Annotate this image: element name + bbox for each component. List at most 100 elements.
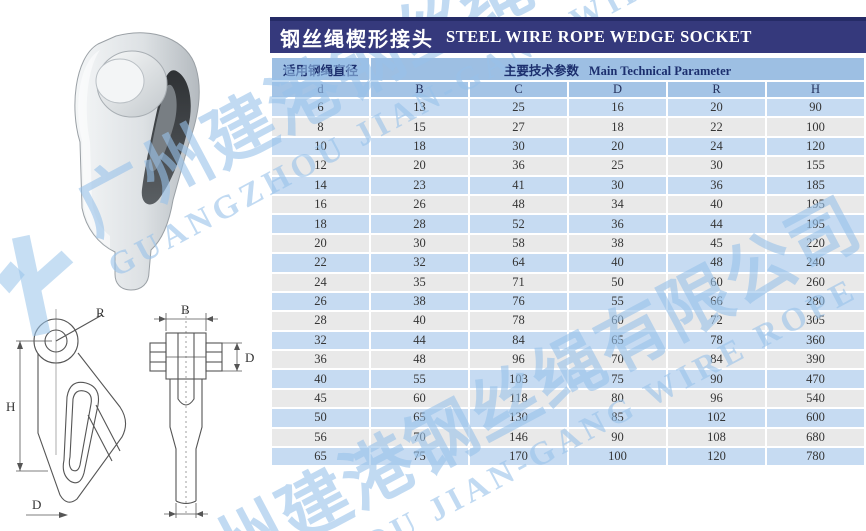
dim-label-d-side: D: [32, 497, 41, 512]
table-row: 20 30 58 38 45 220: [272, 234, 864, 253]
table-cell: 25: [569, 157, 666, 175]
table-cell: 170: [470, 448, 567, 466]
table-cell: 41: [470, 176, 567, 194]
product-photo-wedge-socket: [74, 32, 200, 291]
table-cell: 65: [371, 409, 468, 427]
table-cell: 75: [569, 370, 666, 388]
table-cell: 75: [371, 448, 468, 466]
table-cell: 20: [371, 157, 468, 175]
table-cell: 600: [767, 409, 864, 427]
table-cell: 680: [767, 428, 864, 447]
table-cell: 185: [767, 176, 864, 194]
table-cell: 60: [668, 273, 765, 291]
table-cell: 90: [569, 428, 666, 447]
table-cell: 45: [668, 234, 765, 253]
table-cell: 44: [668, 215, 765, 233]
table-row: 6 13 25 16 20 90: [272, 99, 864, 117]
table-cell: 76: [470, 292, 567, 311]
table-cell: 72: [668, 312, 765, 330]
table-cell: 70: [569, 351, 666, 369]
table-cell: 12: [272, 157, 369, 175]
table-cell: 65: [272, 448, 369, 466]
column-header: H: [767, 82, 864, 97]
table-row: 12 20 36 25 30 155: [272, 157, 864, 175]
table-cell: 96: [470, 351, 567, 369]
table-cell: 120: [668, 448, 765, 466]
table-cell: 50: [272, 409, 369, 427]
table-cell: 36: [272, 351, 369, 369]
table-cell: 260: [767, 273, 864, 291]
table-cell: 14: [272, 176, 369, 194]
table-cell: 16: [569, 99, 666, 117]
table-row: 28 40 78 60 72 305: [272, 312, 864, 330]
table-cell: 90: [767, 99, 864, 117]
table-cell: 15: [371, 118, 468, 136]
header-main-parameters-en: Main Technical Parameter: [588, 63, 732, 78]
column-header: d: [272, 82, 369, 97]
page-title-english: STEEL WIRE ROPE WEDGE SOCKET: [446, 27, 752, 46]
table-cell: 84: [470, 331, 567, 350]
table-cell: 60: [371, 389, 468, 408]
table-cell: 390: [767, 351, 864, 369]
side-outline: [37, 352, 127, 503]
thimble-inner: [68, 390, 92, 472]
table-cell: 44: [371, 331, 468, 350]
table-row: 36 48 96 70 84 390: [272, 351, 864, 369]
table-row: 45 60 118 80 96 540: [272, 389, 864, 408]
table-cell: 108: [668, 428, 765, 447]
table-cell: 32: [272, 331, 369, 350]
table-cell: 55: [569, 292, 666, 311]
socket-wedge: [148, 84, 177, 172]
page-title-chinese: 钢丝绳楔形接头: [280, 28, 434, 51]
table-cell: 84: [668, 351, 765, 369]
table-cell: 36: [470, 157, 567, 175]
table-row: 40 55 103 75 90 470: [272, 370, 864, 388]
table-cell: 130: [470, 409, 567, 427]
table-cell: 26: [371, 195, 468, 214]
table-cell: 28: [272, 312, 369, 330]
table-cell: 26: [272, 292, 369, 311]
table-cell: 52: [470, 215, 567, 233]
table-cell: 30: [470, 137, 567, 156]
table-cell: 780: [767, 448, 864, 466]
group-header-row: 适用钢绳直径 主要技术参数 Main Technical Parameter: [272, 58, 864, 80]
table-row: 24 35 71 50 60 260: [272, 273, 864, 291]
table-cell: 90: [668, 370, 765, 388]
table-cell: 22: [272, 254, 369, 272]
table-cell: 40: [371, 312, 468, 330]
column-header: R: [668, 82, 765, 97]
table-cell: 18: [272, 215, 369, 233]
table-cell: 28: [371, 215, 468, 233]
table-cell: 34: [569, 195, 666, 214]
table-cell: 195: [767, 195, 864, 214]
table-row: 26 38 76 55 66 280: [272, 292, 864, 311]
table-cell: 56: [272, 428, 369, 447]
technical-drawing: R H D B D: [6, 303, 254, 518]
table-cell: 16: [272, 195, 369, 214]
table-cell: 96: [668, 389, 765, 408]
table-cell: 60: [569, 312, 666, 330]
table-cell: 120: [767, 137, 864, 156]
table-cell: 85: [569, 409, 666, 427]
dim-label-d-front: D: [245, 350, 254, 365]
table-cell: 24: [668, 137, 765, 156]
table-cell: 100: [569, 448, 666, 466]
table-row: 16 26 48 34 40 195: [272, 195, 864, 214]
body-highlight: [78, 50, 110, 248]
table-cell: 102: [668, 409, 765, 427]
column-header: C: [470, 82, 567, 97]
table-cell: 195: [767, 215, 864, 233]
table-cell: 6: [272, 99, 369, 117]
dim-label-r: R: [96, 305, 105, 320]
table-cell: 36: [668, 176, 765, 194]
table-cell: 64: [470, 254, 567, 272]
header-main-parameters-cn: 主要技术参数: [503, 63, 579, 78]
table-cell: 45: [272, 389, 369, 408]
table-cell: 540: [767, 389, 864, 408]
column-header: B: [371, 82, 468, 97]
table-cell: 280: [767, 292, 864, 311]
table-cell: 23: [371, 176, 468, 194]
